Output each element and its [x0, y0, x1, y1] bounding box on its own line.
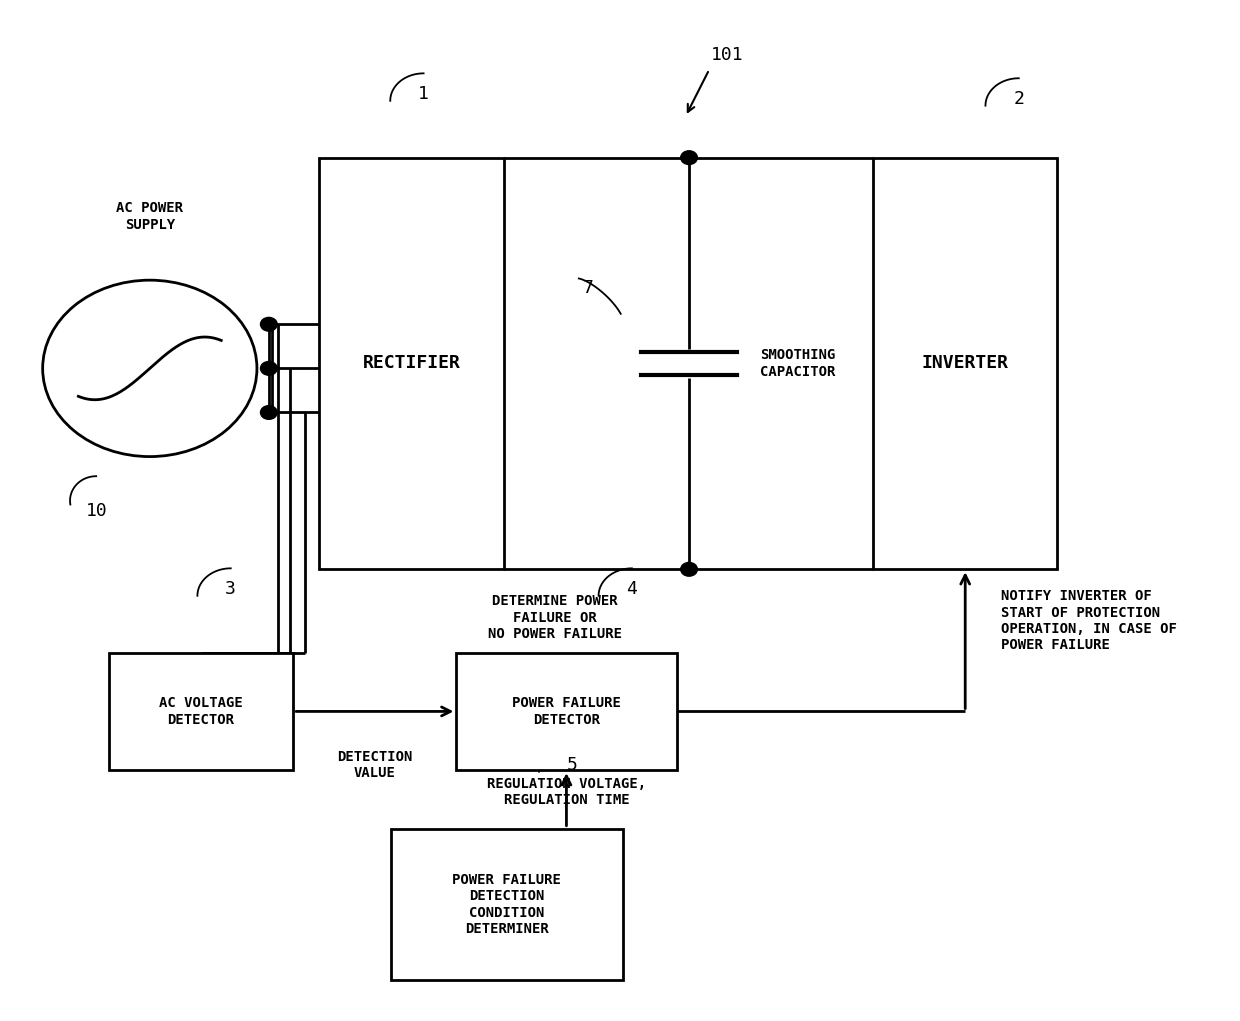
- Circle shape: [260, 318, 278, 331]
- Circle shape: [681, 151, 697, 164]
- Circle shape: [260, 405, 278, 420]
- Text: 3: 3: [226, 580, 236, 598]
- Text: RECTIFIER: RECTIFIER: [363, 354, 460, 373]
- Text: 7: 7: [583, 279, 593, 297]
- Text: REGULATION VOLTAGE,
REGULATION TIME: REGULATION VOLTAGE, REGULATION TIME: [487, 777, 646, 807]
- Text: POWER FAILURE
DETECTOR: POWER FAILURE DETECTOR: [512, 696, 621, 727]
- Text: DETERMINE POWER
FAILURE OR
NO POWER FAILURE: DETERMINE POWER FAILURE OR NO POWER FAIL…: [487, 594, 621, 641]
- Text: NOTIFY INVERTER OF
START OF PROTECTION
OPERATION, IN CASE OF
POWER FAILURE: NOTIFY INVERTER OF START OF PROTECTION O…: [1001, 589, 1177, 652]
- Text: SMOOTHING
CAPACITOR: SMOOTHING CAPACITOR: [760, 348, 836, 379]
- Text: AC POWER
SUPPLY: AC POWER SUPPLY: [117, 201, 184, 232]
- Text: 10: 10: [86, 501, 107, 520]
- Text: 2: 2: [1013, 90, 1024, 108]
- Text: DETECTION
VALUE: DETECTION VALUE: [337, 750, 413, 780]
- Bar: [873, 157, 1058, 570]
- Text: INVERTER: INVERTER: [921, 354, 1008, 373]
- Bar: [391, 829, 622, 980]
- Bar: [109, 652, 293, 770]
- Circle shape: [681, 563, 697, 576]
- Text: POWER FAILURE
DETECTION
CONDITION
DETERMINER: POWER FAILURE DETECTION CONDITION DETERM…: [453, 873, 562, 936]
- Text: 1: 1: [418, 85, 429, 103]
- Text: 101: 101: [711, 46, 744, 63]
- Bar: [320, 157, 503, 570]
- Circle shape: [260, 361, 278, 376]
- Text: 4: 4: [626, 580, 637, 598]
- Text: 5: 5: [567, 756, 578, 774]
- Text: AC VOLTAGE
DETECTOR: AC VOLTAGE DETECTOR: [159, 696, 243, 727]
- Bar: [456, 652, 677, 770]
